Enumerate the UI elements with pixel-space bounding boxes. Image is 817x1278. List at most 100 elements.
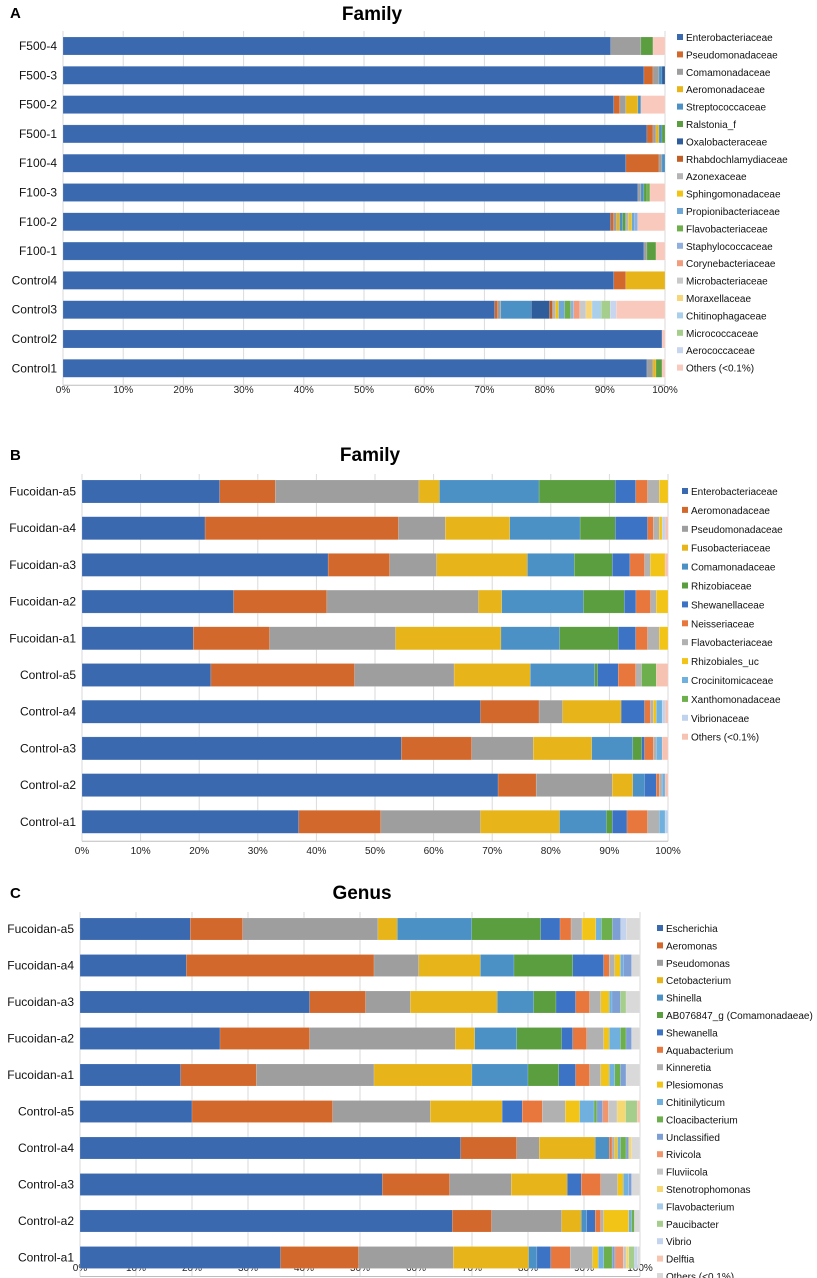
bar-segment: [204, 516, 399, 540]
bar-segment: [634, 1246, 638, 1269]
bar-segment: [609, 1136, 613, 1160]
bar-segment: [617, 1136, 621, 1160]
bar-segment: [594, 663, 598, 687]
legend-label: Fluviicola: [666, 1168, 708, 1179]
bar-segment: [628, 1209, 632, 1233]
legend-label: Streptococcaceae: [686, 103, 766, 114]
bar-segment: [395, 626, 502, 650]
bar-segment: [579, 1100, 595, 1123]
bar-segment: [650, 700, 654, 724]
bar-segment: [617, 1173, 624, 1196]
bar-segment: [643, 66, 654, 85]
bar-segment: [430, 1100, 503, 1123]
legend-swatch: [682, 488, 688, 494]
bar-segment: [530, 663, 595, 687]
legend-label: Enterobacteriaceae: [691, 487, 778, 498]
bar-segment: [598, 1246, 604, 1269]
bar-segment: [625, 271, 666, 290]
bar-segment: [656, 663, 669, 687]
bar-segment: [79, 1209, 453, 1233]
bar-segment: [620, 1027, 627, 1050]
bar-segment: [632, 773, 645, 797]
bar-segment: [644, 736, 654, 761]
legend-swatch: [677, 121, 683, 127]
bar-segment: [593, 1100, 598, 1123]
bar-segment: [575, 1063, 590, 1087]
bar-segment: [610, 300, 617, 319]
bar-segment: [62, 183, 639, 202]
x-tick-label: 0%: [75, 846, 90, 857]
legend-label: Flavobacteriaceae: [691, 638, 773, 649]
y-category-label: Control-a1: [18, 1251, 74, 1265]
bar-segment: [589, 990, 601, 1014]
bar-segment: [436, 553, 528, 577]
y-category-label: Fucoidan-a3: [9, 558, 76, 572]
bar-segment: [418, 954, 481, 977]
bar-segment: [561, 1209, 582, 1233]
bar-segment: [653, 516, 660, 540]
legend-swatch: [682, 544, 688, 551]
legend-label: Propionibacteriaceae: [686, 207, 780, 218]
bar-segment: [610, 36, 642, 56]
bar-segment: [79, 1100, 193, 1123]
bar-segment: [647, 516, 654, 540]
bar-segment: [497, 773, 537, 797]
bar-segment: [373, 1063, 473, 1087]
y-category-label: Control4: [12, 273, 58, 287]
bar-segment: [579, 516, 616, 540]
x-tick-label: 10%: [113, 385, 133, 396]
bar-segment: [661, 153, 666, 173]
bar-segment: [628, 1136, 632, 1160]
bar-segment: [439, 479, 540, 504]
bar-segment: [652, 36, 666, 56]
x-tick-label: 80%: [535, 385, 555, 396]
bar-segment: [579, 300, 587, 319]
bar-segment: [564, 300, 571, 319]
legend-swatch: [657, 1133, 663, 1140]
bar-segment: [186, 954, 375, 977]
y-category-label: Fucoidan-a5: [7, 922, 74, 936]
legend-swatch: [677, 68, 683, 75]
bar-segment: [480, 700, 540, 724]
bar-segment: [298, 810, 382, 834]
bar-segment: [592, 1246, 599, 1269]
bar-segment: [309, 990, 366, 1014]
chart-title: Family: [342, 4, 403, 25]
bar-segment: [606, 810, 613, 834]
bar-segment: [558, 1063, 576, 1087]
y-category-label: Control2: [12, 332, 58, 346]
bar-segment: [600, 300, 611, 319]
legend-swatch: [682, 695, 688, 702]
legend-label: Aeromonas: [666, 941, 717, 952]
legend-swatch: [682, 601, 688, 608]
bar-segment: [382, 1173, 450, 1196]
bar-segment: [641, 736, 645, 761]
legend-label: Ralstonia_f: [686, 120, 736, 131]
bar-segment: [591, 736, 634, 761]
legend-swatch: [677, 51, 683, 58]
bar-segment: [625, 1100, 638, 1123]
x-tick-label: 100%: [627, 1263, 653, 1274]
bar-segment: [656, 736, 663, 761]
bar-segment: [233, 589, 328, 614]
bar-segment: [527, 1063, 559, 1087]
legend-swatch: [657, 1186, 663, 1192]
y-category-label: F500-1: [19, 127, 57, 141]
bar-segment: [570, 917, 583, 941]
bar-segment: [625, 1246, 630, 1269]
bar-segment: [620, 954, 624, 977]
bar-segment: [625, 95, 639, 114]
legend-swatch: [677, 34, 683, 40]
bar-segment: [603, 1209, 629, 1233]
bar-segment: [659, 773, 663, 797]
bar-segment: [658, 124, 663, 144]
bar-segment: [574, 553, 613, 577]
bar-segment: [573, 300, 581, 319]
bar-segment: [478, 589, 503, 614]
legend-label: Enterobacteriaceae: [686, 33, 773, 44]
bar-segment: [332, 1100, 431, 1123]
bar-segment: [522, 1100, 543, 1123]
bar-segment: [634, 1209, 641, 1233]
legend-label: Aeromonadaceae: [686, 85, 765, 96]
bar-segment: [555, 990, 576, 1014]
